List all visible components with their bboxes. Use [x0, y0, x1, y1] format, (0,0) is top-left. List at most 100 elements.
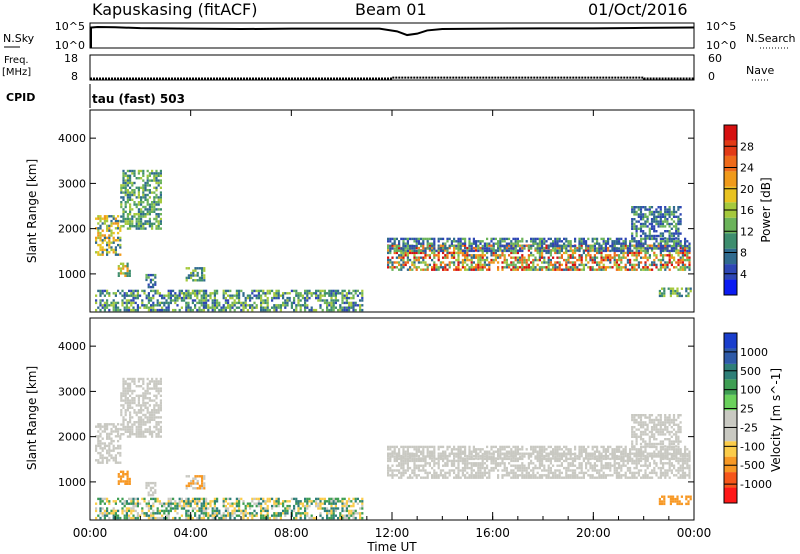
power-cell	[354, 292, 357, 295]
velocity-cell	[622, 464, 625, 467]
velocity-cell	[455, 459, 458, 463]
power-cell	[144, 208, 147, 211]
power-cell	[453, 237, 456, 241]
velocity-cell	[224, 507, 227, 510]
power-cell	[428, 249, 431, 252]
velocity-cell	[345, 514, 348, 517]
power-cell	[486, 249, 489, 253]
power-cell	[622, 247, 625, 250]
power-cell	[659, 242, 662, 245]
power-cell	[213, 306, 216, 309]
velocity-cell	[486, 464, 489, 467]
velocity-cell	[406, 459, 409, 463]
velocity-cell	[148, 382, 151, 385]
velocity-cell	[152, 497, 155, 501]
power-cell	[530, 247, 533, 250]
power-cell	[242, 304, 245, 307]
velocity-cell	[200, 504, 203, 508]
power-cell	[146, 198, 149, 201]
power-cell	[126, 217, 129, 221]
velocity-cell	[266, 509, 269, 513]
velocity-cell	[609, 466, 612, 470]
power-cell	[503, 237, 506, 241]
power-cell	[422, 242, 425, 245]
velocity-cell	[352, 516, 355, 520]
power-cell	[145, 296, 148, 300]
power-cell	[330, 299, 333, 302]
power-cell	[323, 301, 326, 305]
power-cell	[563, 244, 566, 248]
power-cell	[677, 242, 680, 245]
power-cell	[158, 308, 161, 312]
velocity-cell	[140, 394, 143, 397]
power-cell	[136, 304, 139, 307]
velocity-cell	[620, 464, 623, 467]
power-cell	[117, 267, 120, 270]
power-cell	[202, 306, 205, 309]
velocity-cell	[101, 497, 104, 501]
power-cell	[666, 240, 669, 243]
power-cell	[124, 193, 127, 197]
power-cell	[679, 268, 682, 271]
velocity-cell	[131, 377, 134, 381]
power-cell	[275, 304, 278, 307]
velocity-cell	[260, 504, 263, 508]
power-cell	[101, 292, 104, 295]
velocity-cell	[202, 497, 205, 501]
power-cell	[521, 237, 524, 241]
power-cell	[99, 224, 102, 228]
power-cell	[101, 289, 104, 293]
power-cell	[609, 256, 612, 259]
power-cell	[629, 258, 632, 262]
power-cell	[176, 294, 179, 297]
velocity-cell	[128, 497, 131, 501]
power-cell	[505, 249, 508, 253]
velocity-cell	[600, 474, 603, 477]
power-cell	[136, 292, 139, 295]
velocity-cell	[626, 466, 629, 470]
power-cell	[624, 266, 627, 269]
power-cell	[282, 294, 285, 297]
power-cell	[159, 198, 162, 201]
power-cell	[497, 266, 500, 269]
velocity-cell	[448, 474, 451, 477]
power-cell	[264, 294, 267, 297]
velocity-cell	[306, 514, 309, 517]
velocity-cell	[126, 387, 129, 390]
power-cell	[151, 169, 154, 173]
velocity-cell	[406, 466, 409, 470]
power-cell	[615, 268, 618, 271]
velocity-cell	[183, 504, 186, 508]
velocity-cell	[646, 474, 649, 477]
velocity-cell	[446, 471, 449, 475]
velocity-cell	[657, 466, 660, 470]
power-cell	[411, 249, 414, 253]
power-cell	[123, 308, 126, 312]
power-cell	[286, 301, 289, 305]
power-cell	[235, 292, 238, 295]
power-cell	[308, 289, 311, 293]
power-cell	[655, 218, 658, 221]
power-cell	[361, 289, 364, 293]
velocity-cell	[457, 462, 460, 465]
power-cell	[185, 294, 188, 297]
velocity-cell	[461, 459, 464, 463]
power-cell	[114, 292, 117, 295]
velocity-cell	[155, 409, 158, 412]
power-cell	[202, 299, 205, 302]
velocity-cell	[514, 471, 517, 475]
power-cell	[661, 232, 665, 235]
velocity-cell	[242, 516, 245, 520]
power-cell	[457, 263, 460, 267]
power-cell	[426, 263, 429, 267]
power-cell	[319, 296, 322, 300]
power-cell	[356, 294, 359, 297]
power-cell	[151, 172, 154, 175]
velocity-cell	[593, 466, 596, 470]
power-cell	[224, 306, 227, 309]
velocity-cell	[154, 481, 157, 485]
power-cell	[659, 263, 662, 267]
velocity-cell	[158, 516, 161, 520]
nsky-panel-frame	[89, 22, 695, 49]
power-cell	[249, 294, 252, 297]
